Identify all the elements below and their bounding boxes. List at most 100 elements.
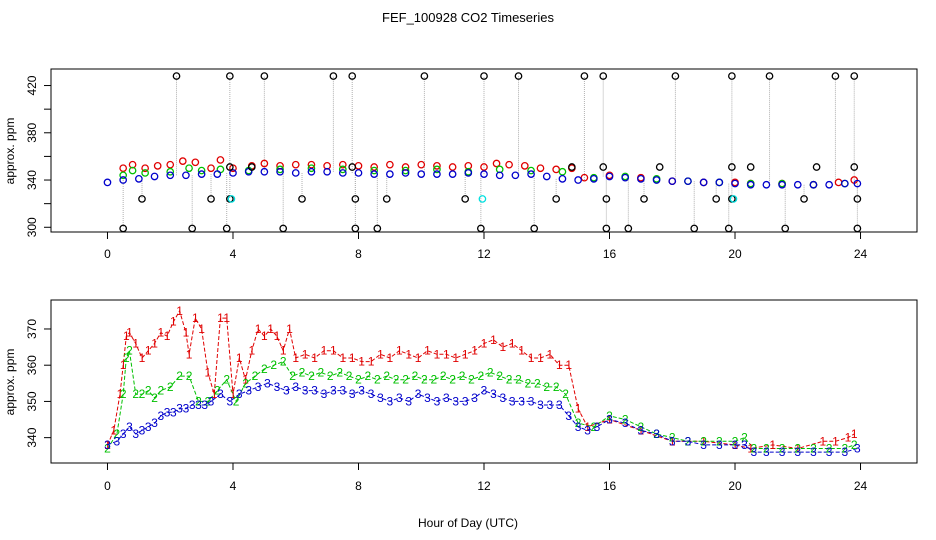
bottom-series-3-marker: 3 — [387, 394, 394, 408]
bottom-series-1-marker: 1 — [669, 434, 676, 448]
bottom-series-3-marker: 3 — [189, 398, 196, 412]
bottom-series-3-marker: 3 — [537, 398, 544, 412]
top-red-point — [417, 160, 426, 169]
bottom-series-3-marker: 3 — [509, 394, 516, 408]
top-blue-point — [589, 174, 598, 183]
bottom-series-1-marker: 1 — [424, 344, 431, 358]
bottom-series-2-marker: 2 — [336, 365, 343, 379]
bottom-series-2-marker: 2 — [606, 409, 613, 423]
bottom-series-2-marker: 2 — [402, 373, 409, 387]
bottom-series-2-marker: 2 — [252, 369, 259, 383]
top-red-point — [291, 160, 300, 169]
bottom-series-2-marker: 2 — [575, 416, 582, 430]
top-blue-point — [103, 178, 112, 187]
bottom-series-3-marker: 3 — [157, 409, 164, 423]
top-red-point — [153, 162, 162, 170]
top-blue-point — [401, 169, 410, 177]
bottom-series-3-marker: 3 — [841, 445, 848, 459]
top-green-point — [558, 167, 567, 176]
bottom-series-2-marker: 2 — [525, 376, 532, 390]
bottom-series-3-marker: 3 — [415, 387, 422, 401]
bottom-series-3-marker: 3 — [139, 423, 146, 437]
top-black-point — [580, 72, 589, 80]
bottom-series-3-marker: 3 — [716, 438, 723, 452]
top-blue-point — [558, 174, 567, 183]
bottom-series-3-marker: 3 — [741, 438, 748, 452]
top-cyan-point — [478, 195, 487, 203]
bottom-series-3-marker: 3 — [424, 391, 431, 405]
bottom-series-3-marker: 3 — [274, 380, 281, 394]
bottom-series-2-marker: 2 — [126, 344, 133, 358]
top-y-tick-label: 420 — [25, 75, 39, 95]
bottom-series-3-marker: 3 — [810, 445, 817, 459]
bottom-series-3-marker: 3 — [264, 376, 271, 390]
bottom-series-1-marker: 1 — [164, 329, 171, 343]
bottom-series-1-marker: 1 — [223, 311, 230, 325]
bottom-series-3-marker: 3 — [575, 420, 582, 434]
top-blue-point — [495, 171, 504, 180]
top-black-point — [640, 195, 648, 203]
bottom-series-3-marker: 3 — [120, 427, 127, 441]
top-blue-point — [276, 167, 284, 176]
bottom-series-3-marker: 3 — [321, 387, 328, 401]
bottom-series-2-marker: 2 — [459, 369, 466, 383]
bottom-series-3-marker: 3 — [132, 427, 139, 441]
bottom-series-1-marker: 1 — [358, 355, 365, 369]
bottom-series-3-marker: 3 — [499, 391, 506, 405]
bottom-series-2-marker: 2 — [205, 394, 212, 408]
bottom-series-1-marker: 1 — [452, 351, 459, 365]
top-black-point — [746, 163, 755, 171]
bottom-series-1-marker: 1 — [242, 373, 249, 387]
top-blue-point — [809, 180, 818, 189]
top-red-point — [166, 160, 175, 169]
bottom-series-1-marker: 1 — [145, 344, 152, 358]
bottom-series-2-marker: 2 — [151, 391, 158, 405]
top-red-point — [370, 163, 379, 171]
bottom-series-2-marker: 2 — [104, 442, 111, 456]
bottom-series-2-marker: 2 — [114, 427, 121, 441]
bottom-series-1-marker: 1 — [183, 326, 190, 340]
bottom-series-1-marker: 1 — [638, 423, 645, 437]
top-black-point — [260, 72, 269, 80]
bottom-x-axis: 0 4 8 12 16 20 24 — [104, 462, 868, 493]
bottom-series-3-marker: 3 — [434, 394, 441, 408]
bottom-series-2-marker: 2 — [810, 442, 817, 456]
bottom-series-1-marker: 1 — [123, 329, 130, 343]
top-panel: 0 4 8 12 16 20 24 300 340 380 420 approx. ppm — [3, 68, 918, 261]
bottom-series-1-marker: 1 — [274, 329, 281, 343]
bottom-series-1-marker: 1 — [606, 413, 613, 427]
bottom-series-1-marker: 1 — [230, 387, 237, 401]
top-black-point — [568, 163, 576, 171]
bottom-series-3-marker: 3 — [330, 384, 337, 398]
bottom-series-1-marker: 1 — [820, 434, 827, 448]
bottom-series-3-marker: 3 — [208, 394, 215, 408]
top-green-point — [338, 165, 347, 174]
bottom-series-2-marker: 2 — [534, 376, 541, 390]
top-black-point — [850, 72, 859, 80]
bottom-y-axis: 340 350 360 370 — [25, 319, 52, 448]
bottom-series-2-marker: 2 — [851, 438, 858, 452]
top-blue-point — [637, 174, 645, 183]
bottom-series-3-marker: 3 — [339, 384, 346, 398]
top-black-point — [461, 195, 470, 203]
top-x-tick-label: 4 — [230, 247, 237, 261]
top-red-point — [386, 160, 394, 169]
top-black-point — [552, 195, 561, 203]
bottom-series-3-marker: 3 — [462, 394, 469, 408]
bottom-series-2-marker: 2 — [638, 420, 645, 434]
top-blue-point — [291, 169, 300, 177]
bottom-series-2-marker: 2 — [430, 373, 437, 387]
bottom-series-3-marker: 3 — [826, 445, 833, 459]
top-black-point — [348, 72, 357, 80]
bottom-series-2-marker: 2 — [393, 373, 400, 387]
top-blue-point — [746, 180, 755, 189]
bottom-series-1-marker: 1 — [565, 358, 572, 372]
bottom-series-1-marker: 1 — [518, 344, 525, 358]
top-blue-point — [433, 170, 441, 178]
top-black-point — [329, 72, 338, 80]
top-x-tick-label: 8 — [355, 247, 362, 261]
top-blue-point — [778, 180, 786, 189]
top-blue-point — [853, 179, 862, 188]
bottom-series-3-marker: 3 — [358, 384, 365, 398]
